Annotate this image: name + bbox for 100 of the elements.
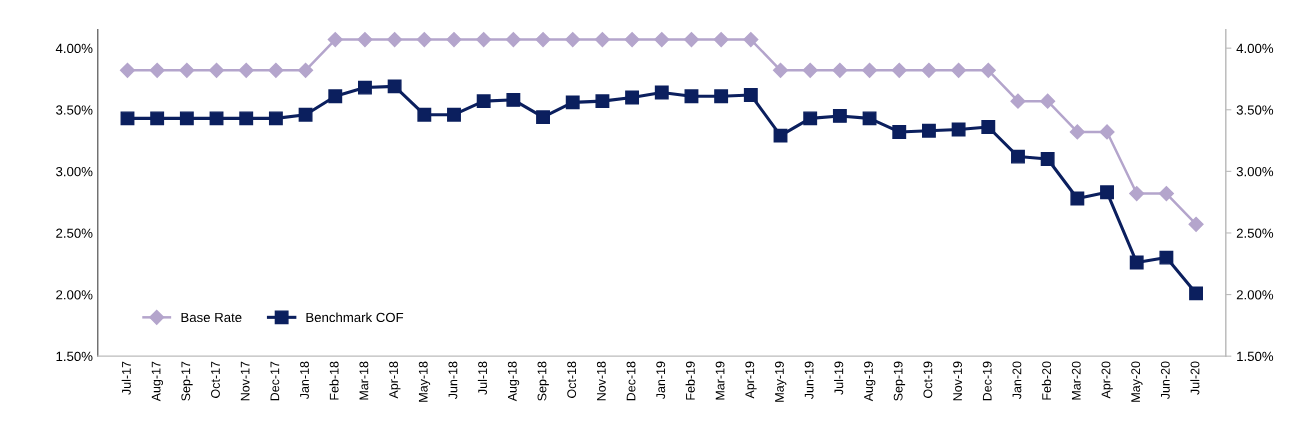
point xyxy=(624,31,640,48)
point xyxy=(625,90,640,105)
point xyxy=(149,62,165,78)
point xyxy=(1100,185,1114,200)
point xyxy=(832,108,847,123)
point xyxy=(683,31,700,48)
legend-label: Benchmark COF xyxy=(306,312,404,323)
point xyxy=(1188,216,1204,232)
x-tick-label: Apr-18 xyxy=(389,361,401,399)
x-tick-label: Dec-19 xyxy=(982,361,992,401)
point xyxy=(892,124,907,139)
x-tick-label: Sep-18 xyxy=(537,361,549,401)
x-tick-label: Mar-18 xyxy=(359,361,369,400)
point xyxy=(802,62,818,78)
x-tick-label: Jun-19 xyxy=(804,361,814,400)
y-tick-label: 4.00% xyxy=(55,43,93,54)
y-tick-label: 2.00% xyxy=(56,290,93,300)
point xyxy=(208,62,225,78)
point xyxy=(1070,191,1085,206)
point xyxy=(921,123,936,138)
point xyxy=(743,31,759,48)
point xyxy=(595,94,610,109)
x-tick-label: Jul-18 xyxy=(477,361,488,395)
x-tick-label: Jun-20 xyxy=(1160,361,1170,400)
point xyxy=(358,80,372,95)
point xyxy=(535,31,551,48)
point xyxy=(654,85,669,100)
x-tick-label: Nov-19 xyxy=(953,361,962,401)
y2-tick-label: 3.00% xyxy=(1236,166,1274,177)
y2-tick-label: 1.50% xyxy=(1237,351,1274,362)
point xyxy=(417,107,432,122)
x-tick-label: Aug-17 xyxy=(151,361,163,402)
point xyxy=(447,107,461,122)
point xyxy=(506,92,521,107)
point xyxy=(298,62,314,78)
point xyxy=(565,95,580,110)
point xyxy=(951,62,967,78)
point xyxy=(1189,286,1204,301)
point xyxy=(446,31,462,48)
point xyxy=(862,111,877,126)
point xyxy=(179,111,194,126)
point xyxy=(891,62,907,78)
point xyxy=(714,89,729,104)
point xyxy=(150,111,165,126)
x-tick-label: Jul-17 xyxy=(121,361,131,395)
x-tick-label: Sep-19 xyxy=(893,361,906,401)
point xyxy=(743,88,758,102)
x-tick-label: Jan-18 xyxy=(300,361,309,400)
point xyxy=(505,31,521,48)
point xyxy=(328,89,343,104)
point xyxy=(981,120,996,134)
x-tick-label: Apr-19 xyxy=(745,361,757,399)
point xyxy=(119,62,136,78)
x-tick-label: Feb-20 xyxy=(1041,361,1052,400)
point xyxy=(416,31,432,48)
y2-tick-label: 4.00% xyxy=(1236,43,1274,54)
point xyxy=(387,79,402,94)
x-tick-label: Apr-20 xyxy=(1101,361,1113,399)
point xyxy=(268,111,283,126)
point xyxy=(1129,185,1145,202)
x-tick-label: Nov-18 xyxy=(596,361,606,401)
point xyxy=(772,62,789,78)
y-tick-label: 3.50% xyxy=(56,105,93,115)
point xyxy=(1129,255,1144,270)
point xyxy=(1069,124,1085,140)
y-tick-label: 2.50% xyxy=(56,228,93,238)
point xyxy=(1158,185,1174,202)
point xyxy=(1159,250,1174,265)
y-tick-label: 3.00% xyxy=(56,166,93,177)
point xyxy=(654,31,670,48)
point xyxy=(1099,124,1115,140)
x-tick-label: Aug-19 xyxy=(864,361,876,402)
point xyxy=(238,62,254,78)
point xyxy=(536,110,550,125)
point xyxy=(713,31,729,48)
x-tick-label: Mar-19 xyxy=(715,361,725,400)
x-tick-label: May-20 xyxy=(1131,361,1143,402)
y-tick-label: 1.50% xyxy=(56,351,93,362)
x-tick-label: Mar-20 xyxy=(1071,361,1081,400)
x-tick-label: Jun-18 xyxy=(448,361,458,400)
point xyxy=(980,62,996,78)
y2-tick-label: 3.50% xyxy=(1236,105,1274,115)
x-tick-label: Oct-17 xyxy=(211,361,220,398)
x-tick-label: Jan-19 xyxy=(656,361,666,400)
point xyxy=(861,62,878,78)
x-tick-label: Oct-18 xyxy=(567,361,577,398)
point xyxy=(1040,152,1055,166)
point xyxy=(684,89,699,104)
x-tick-label: Feb-18 xyxy=(329,361,339,400)
x-tick-label: Nov-17 xyxy=(240,361,250,401)
x-tick-label: Jan-20 xyxy=(1012,361,1022,400)
y2-tick-label: 2.00% xyxy=(1236,290,1274,300)
x-tick-label: Sep-17 xyxy=(181,361,193,401)
point xyxy=(476,94,491,109)
point xyxy=(120,111,135,126)
point xyxy=(1040,93,1056,109)
legend-label: Base Rate xyxy=(181,312,242,323)
point xyxy=(357,31,373,48)
x-tick-label: May-19 xyxy=(775,361,787,402)
x-tick-label: Aug-18 xyxy=(507,361,520,402)
